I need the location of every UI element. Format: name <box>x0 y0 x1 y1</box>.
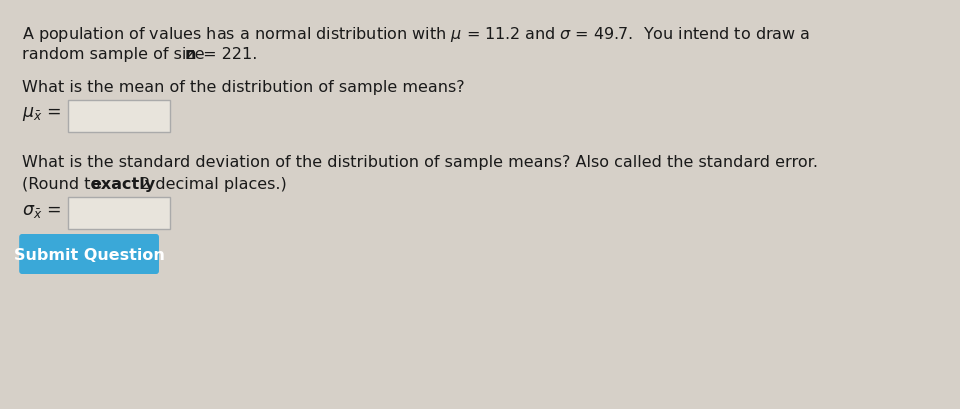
FancyBboxPatch shape <box>68 198 170 229</box>
Text: (Round to: (Round to <box>22 177 106 191</box>
Text: $\mu_{\bar{x}}$ =: $\mu_{\bar{x}}$ = <box>22 105 61 123</box>
Text: random sample of size: random sample of size <box>22 47 209 62</box>
Text: What is the mean of the distribution of sample means?: What is the mean of the distribution of … <box>22 80 465 95</box>
Text: A population of values has a normal distribution with $\mu$ = 11.2 and $\sigma$ : A population of values has a normal dist… <box>22 25 810 44</box>
Text: $\sigma_{\bar{x}}$ =: $\sigma_{\bar{x}}$ = <box>22 202 60 220</box>
Text: $\mathbf{n}$: $\mathbf{n}$ <box>184 47 196 62</box>
Text: What is the standard deviation of the distribution of sample means? Also called : What is the standard deviation of the di… <box>22 155 818 170</box>
Text: Submit Question: Submit Question <box>13 247 164 262</box>
FancyBboxPatch shape <box>68 101 170 133</box>
FancyBboxPatch shape <box>19 234 159 274</box>
Text: 2 decimal places.): 2 decimal places.) <box>135 177 287 191</box>
Text: = 221.: = 221. <box>198 47 257 62</box>
Text: exactly: exactly <box>90 177 156 191</box>
